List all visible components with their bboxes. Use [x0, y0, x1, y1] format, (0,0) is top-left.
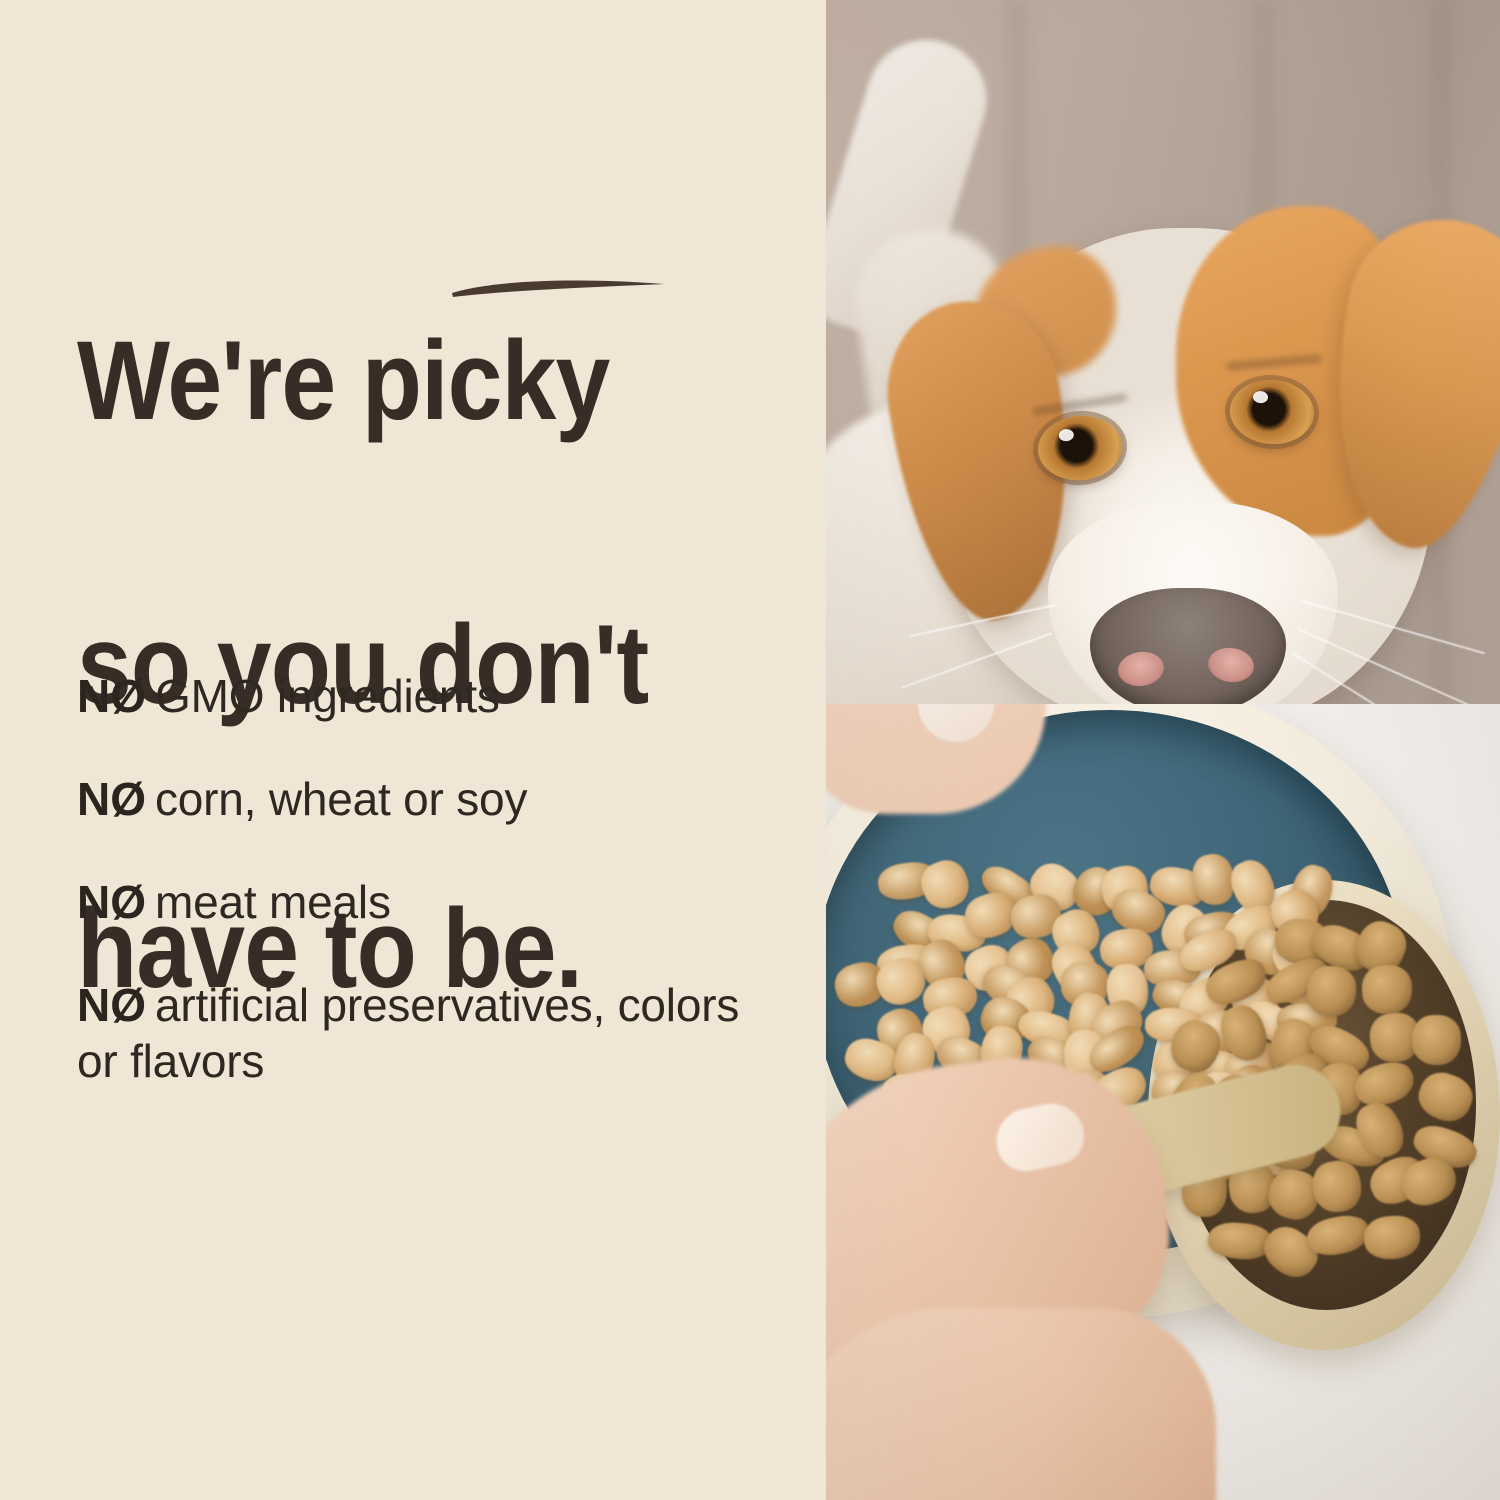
list-item: NØ artificial preservatives, colors or fl… — [77, 977, 777, 1089]
list-item: NØ meat meals — [77, 874, 777, 930]
benefit-list: NØ GMO ingredients NØ corn, wheat or soy N… — [77, 668, 777, 1089]
kibble-piece — [1360, 963, 1414, 1015]
headline-line-1: We're picky — [77, 318, 610, 443]
no-marker: NØ — [77, 876, 146, 928]
dog-food-bowl-photo — [826, 704, 1500, 1500]
headline: We're picky so you don't have to be. — [77, 168, 711, 1162]
list-item: NØ GMO ingredients — [77, 668, 777, 724]
copy-panel: We're picky so you don't have to be. NØ G… — [77, 168, 777, 1162]
headline-line-2: so you don't — [77, 602, 649, 727]
list-item-label: artificial preservatives, colors or flav… — [77, 979, 740, 1087]
eye-glint — [1252, 390, 1269, 404]
no-marker: NØ — [77, 670, 146, 722]
dog-nose — [1090, 588, 1286, 712]
headline-line-3: have to be. — [77, 886, 583, 1011]
list-item: NØ corn, wheat or soy — [77, 771, 777, 827]
list-item-label: GMO ingredients — [155, 670, 500, 722]
no-marker: NØ — [77, 773, 146, 825]
hand-lower — [826, 1308, 1216, 1500]
dog-head-photo — [826, 0, 1500, 712]
list-item-label: corn, wheat or soy — [155, 773, 528, 825]
photo-column — [826, 0, 1500, 1500]
eye-glint — [1058, 428, 1075, 442]
no-marker: NØ — [77, 979, 146, 1031]
list-item-label: meat meals — [155, 876, 391, 928]
kibble-piece — [1411, 1013, 1462, 1066]
